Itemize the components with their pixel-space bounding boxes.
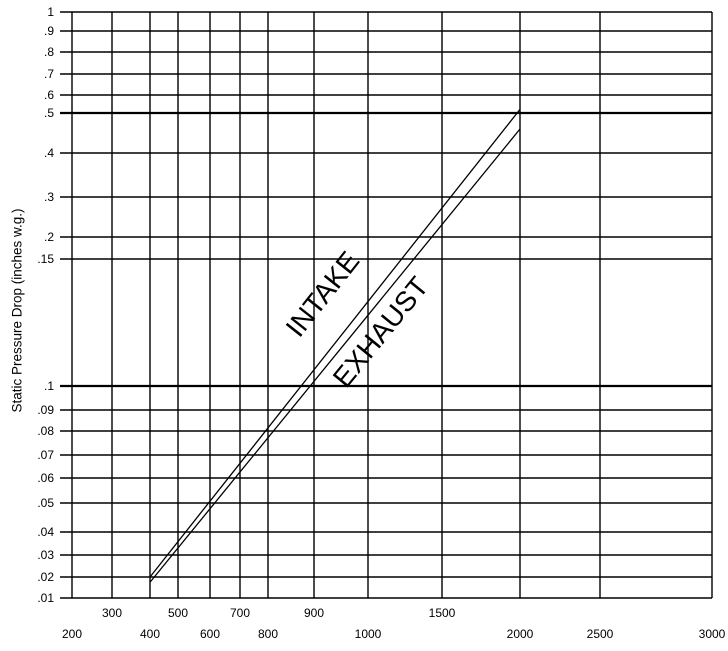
x-tick-label-bottom: 1000 <box>355 627 382 641</box>
y-tick-label: .3 <box>44 190 54 204</box>
y-tick-label: .8 <box>44 45 54 59</box>
y-tick-label: .04 <box>37 525 54 539</box>
x-tick-label-bottom: 2000 <box>507 627 534 641</box>
series-line-exhaust <box>149 128 521 583</box>
x-tick-label-bottom: 3000 <box>699 627 726 641</box>
series-label-intake: INTAKE <box>280 246 366 343</box>
y-tick-label: .06 <box>37 471 54 485</box>
x-tick-label-top: 1500 <box>429 606 456 620</box>
x-tick-label-bottom: 800 <box>258 627 278 641</box>
x-tick-label-bottom: 600 <box>200 627 220 641</box>
y-axis-label: Static Pressure Drop (inches w.g.) <box>6 70 28 550</box>
y-tick-label: 1 <box>47 5 54 19</box>
x-tick-label-bottom: 2500 <box>587 627 614 641</box>
y-tick-label: .4 <box>44 146 54 160</box>
x-tick-label-top: 700 <box>230 606 250 620</box>
y-tick-label: .01 <box>37 591 54 605</box>
y-tick-label: .5 <box>44 106 54 120</box>
y-tick-label: .08 <box>37 424 54 438</box>
y-tick-label: .09 <box>37 403 54 417</box>
x-tick-label-bottom: 400 <box>140 627 160 641</box>
x-tick-label-top: 300 <box>102 606 122 620</box>
y-tick-label: .02 <box>37 570 54 584</box>
y-tick-label: .03 <box>37 548 54 562</box>
y-tick-label: .07 <box>37 448 54 462</box>
y-tick-label: .1 <box>44 379 54 393</box>
y-tick-label: .2 <box>44 230 54 244</box>
x-tick-label-top: 900 <box>304 606 324 620</box>
y-tick-label: .05 <box>37 496 54 510</box>
y-tick-label: .9 <box>44 24 54 38</box>
x-tick-label-bottom: 200 <box>62 627 82 641</box>
x-tick-label-top: 500 <box>168 606 188 620</box>
y-tick-label: .6 <box>44 88 54 102</box>
series-line-intake <box>149 108 521 578</box>
y-tick-label: .7 <box>44 67 54 81</box>
y-tick-label: .15 <box>37 252 54 266</box>
y-axis-label-text: Static Pressure Drop (inches w.g.) <box>9 207 25 413</box>
